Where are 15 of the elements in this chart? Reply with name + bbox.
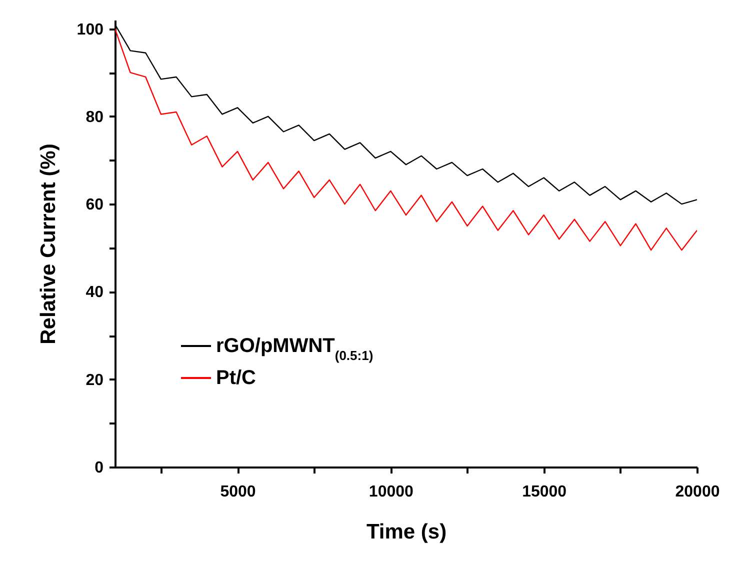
x-tick-label: 5000 (220, 484, 256, 500)
legend-label: Pt/C (216, 367, 256, 389)
x-tick-label: 15000 (522, 484, 567, 500)
y-tick-label: 40 (86, 284, 104, 302)
y-tick-label: 100 (76, 21, 104, 38)
x-axis-title: Time (s) (366, 520, 447, 544)
y-tick-label: 20 (86, 372, 104, 389)
y-tick-label: 80 (86, 108, 104, 126)
x-tick-label: 20000 (675, 484, 720, 500)
y-tick-label: 60 (86, 196, 104, 214)
line-series (115, 28, 697, 251)
y-tick-label: 0 (94, 460, 104, 476)
legend-label: rGO/pMWNT$_{(0.5:1)}$ (216, 335, 374, 362)
y-axis-title: Relative Current (%) (36, 144, 60, 344)
x-tick-label: 10000 (368, 484, 414, 500)
